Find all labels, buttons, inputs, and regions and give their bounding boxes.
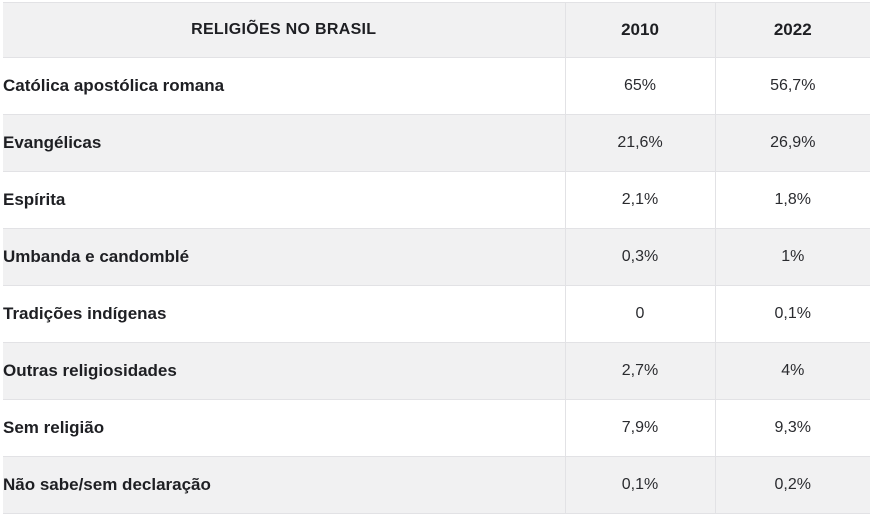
religion-label: Outras religiosidades [3, 342, 566, 400]
value-2010: 21,6% [564, 114, 716, 172]
value-2022: 1,8% [714, 171, 870, 229]
table-row: Não sabe/sem declaração 0,1% 0,2% [3, 456, 870, 514]
value-2022: 0,1% [714, 285, 870, 343]
value-2022: 26,9% [714, 114, 870, 172]
religions-table: RELIGIÕES NO BRASIL 2010 2022 Católica a… [3, 2, 870, 514]
value-2022: 4% [714, 342, 870, 400]
value-2022: 0,2% [714, 456, 870, 514]
religion-label: Tradições indígenas [3, 285, 566, 343]
religion-label: Espírita [3, 171, 566, 229]
col-header-2022: 2022 [714, 2, 870, 58]
religion-label: Não sabe/sem declaração [3, 456, 566, 514]
table-header: RELIGIÕES NO BRASIL 2010 2022 [3, 2, 870, 58]
header-row: RELIGIÕES NO BRASIL 2010 2022 [3, 2, 870, 58]
value-2010: 65% [564, 57, 716, 115]
table-row: Católica apostólica romana 65% 56,7% [3, 57, 870, 115]
table-row: Outras religiosidades 2,7% 4% [3, 342, 870, 400]
value-2010: 2,1% [564, 171, 716, 229]
value-2022: 9,3% [714, 399, 870, 457]
value-2010: 7,9% [564, 399, 716, 457]
religion-label: Evangélicas [3, 114, 566, 172]
table-body: Católica apostólica romana 65% 56,7% Eva… [3, 57, 870, 514]
value-2010: 0,1% [564, 456, 716, 514]
table-row: Evangélicas 21,6% 26,9% [3, 114, 870, 172]
religion-label: Sem religião [3, 399, 566, 457]
value-2010: 0,3% [564, 228, 716, 286]
col-header-2010: 2010 [564, 2, 716, 58]
religion-label: Católica apostólica romana [3, 57, 566, 115]
religion-label: Umbanda e candomblé [3, 228, 566, 286]
table-row: Espírita 2,1% 1,8% [3, 171, 870, 229]
table-row: Sem religião 7,9% 9,3% [3, 399, 870, 457]
table-title: RELIGIÕES NO BRASIL [3, 2, 566, 58]
table-row: Tradições indígenas 0 0,1% [3, 285, 870, 343]
value-2022: 1% [714, 228, 870, 286]
table-row: Umbanda e candomblé 0,3% 1% [3, 228, 870, 286]
value-2010: 0 [564, 285, 716, 343]
value-2010: 2,7% [564, 342, 716, 400]
value-2022: 56,7% [714, 57, 870, 115]
